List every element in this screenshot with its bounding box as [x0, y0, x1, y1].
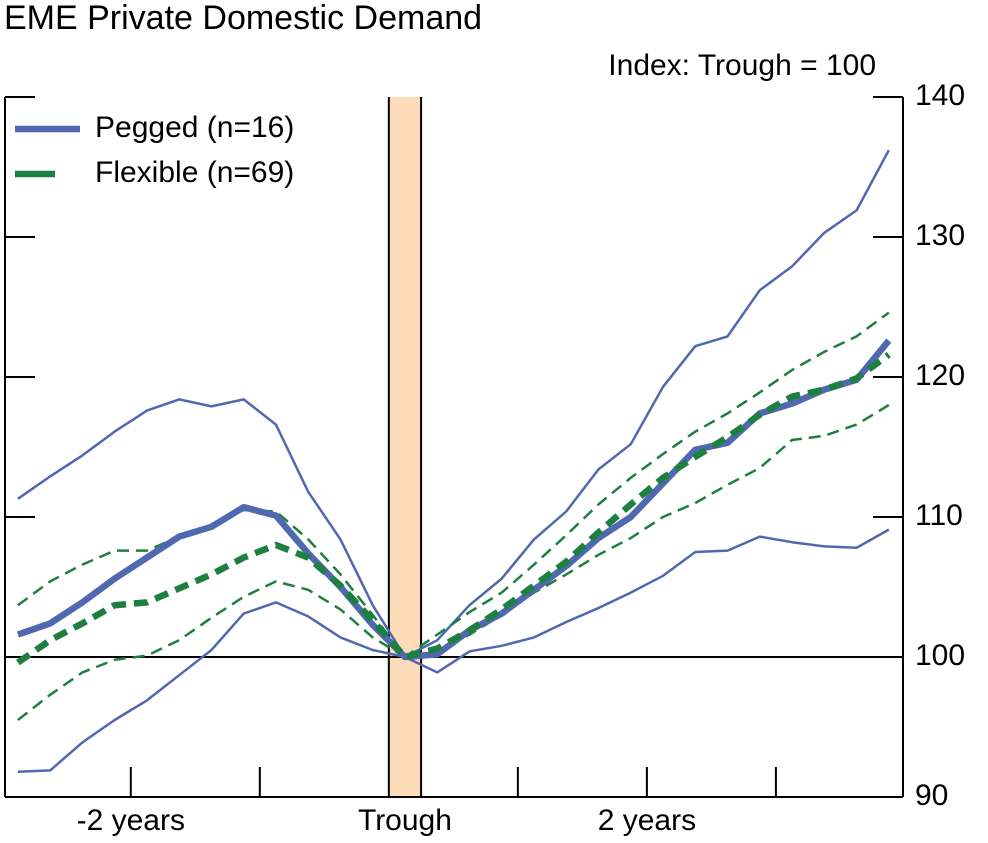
y-tick-label: 110 [915, 499, 963, 532]
band-line [17, 311, 890, 659]
band-line [17, 403, 890, 721]
band-line [17, 149, 890, 659]
x-tick-label: 2 years [598, 804, 696, 837]
y-tick-label: 90 [915, 779, 948, 812]
band-line [17, 528, 890, 774]
series-line [16, 351, 891, 666]
legend-label: Pegged (n=16) [95, 111, 294, 144]
chart-title: EME Private Domestic Demand [4, 0, 482, 37]
x-tick-label: -2 years [77, 804, 185, 837]
y-tick-label: 120 [915, 359, 965, 392]
chart-subtitle: Index: Trough = 100 [608, 49, 876, 82]
x-tick-label: Trough [358, 804, 452, 837]
y-tick-label: 140 [915, 79, 965, 112]
trough-shade [388, 97, 422, 797]
legend-label: Flexible (n=69) [95, 156, 294, 189]
y-tick-label: 130 [915, 219, 965, 252]
series-line [16, 338, 892, 661]
y-tick-label: 100 [915, 639, 965, 672]
